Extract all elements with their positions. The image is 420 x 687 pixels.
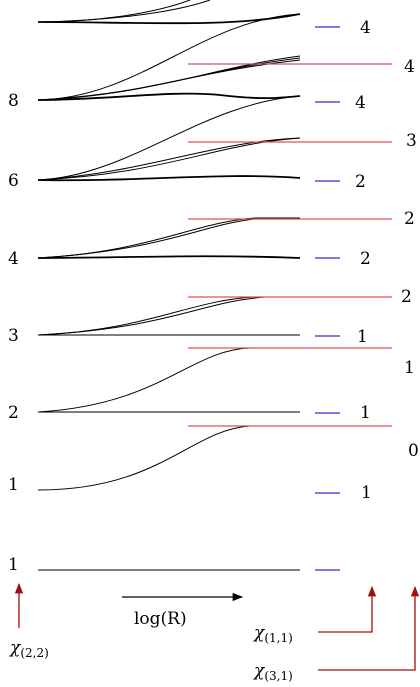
flow-curve bbox=[37, 92, 301, 101]
flow-curve bbox=[37, 425, 300, 491]
degeneracy-label: 1 bbox=[8, 475, 19, 495]
flow-curve bbox=[37, 59, 301, 101]
degeneracy-label: 1 bbox=[8, 555, 19, 575]
flow-curve bbox=[37, 95, 301, 181]
flow-curve bbox=[37, 137, 301, 181]
flow-curve bbox=[37, 175, 301, 182]
level-label: 1 bbox=[361, 483, 372, 503]
degeneracy-label: 2 bbox=[8, 403, 19, 423]
flow-curve bbox=[37, 137, 301, 181]
level-label: 2 bbox=[355, 172, 366, 192]
chi11-arrow bbox=[318, 585, 377, 633]
level-label: 2 bbox=[360, 249, 371, 269]
flow-curve bbox=[37, 13, 301, 25]
degeneracy-label: 8 bbox=[8, 91, 19, 111]
level-label: 1 bbox=[360, 403, 371, 423]
flow-curve bbox=[37, 13, 301, 101]
right-level-labels: 4 4 4 3 2 2 2 2 1 1 1 0 1 bbox=[355, 18, 419, 503]
flow-curve bbox=[37, 217, 300, 259]
level-label: 1 bbox=[404, 358, 415, 378]
level-label: 4 bbox=[360, 18, 371, 38]
chi11-label: χ(1,1) bbox=[253, 623, 293, 645]
degeneracy-label: 6 bbox=[8, 171, 19, 191]
blue-level-ticks bbox=[315, 26, 340, 571]
red-asymptote-lines bbox=[188, 63, 392, 427]
flow-curve bbox=[37, 296, 300, 336]
level-label: 3 bbox=[406, 131, 417, 151]
chi22-label: χ(2,2) bbox=[9, 638, 49, 660]
degeneracy-label: 3 bbox=[8, 326, 19, 346]
level-label: 4 bbox=[404, 57, 415, 77]
level-label: 2 bbox=[401, 287, 412, 307]
energy-curves bbox=[37, 0, 301, 571]
degeneracy-label: 4 bbox=[8, 249, 19, 269]
flow-curve bbox=[37, 0, 211, 23]
flow-curve bbox=[37, 217, 300, 259]
level-label: 0 bbox=[408, 441, 419, 461]
left-degeneracy-labels: 1 1 2 3 4 6 8 bbox=[8, 91, 19, 575]
level-label: 2 bbox=[404, 209, 415, 229]
flow-curve bbox=[37, 347, 300, 413]
flow-curve bbox=[37, 296, 300, 336]
chi31-label: χ(3,1) bbox=[253, 661, 293, 683]
level-label: 1 bbox=[357, 327, 368, 347]
log-r-axis-label: log(R) bbox=[134, 609, 187, 629]
level-label: 4 bbox=[355, 93, 366, 113]
chi31-arrow bbox=[318, 585, 420, 671]
flow-curve bbox=[37, 255, 301, 259]
